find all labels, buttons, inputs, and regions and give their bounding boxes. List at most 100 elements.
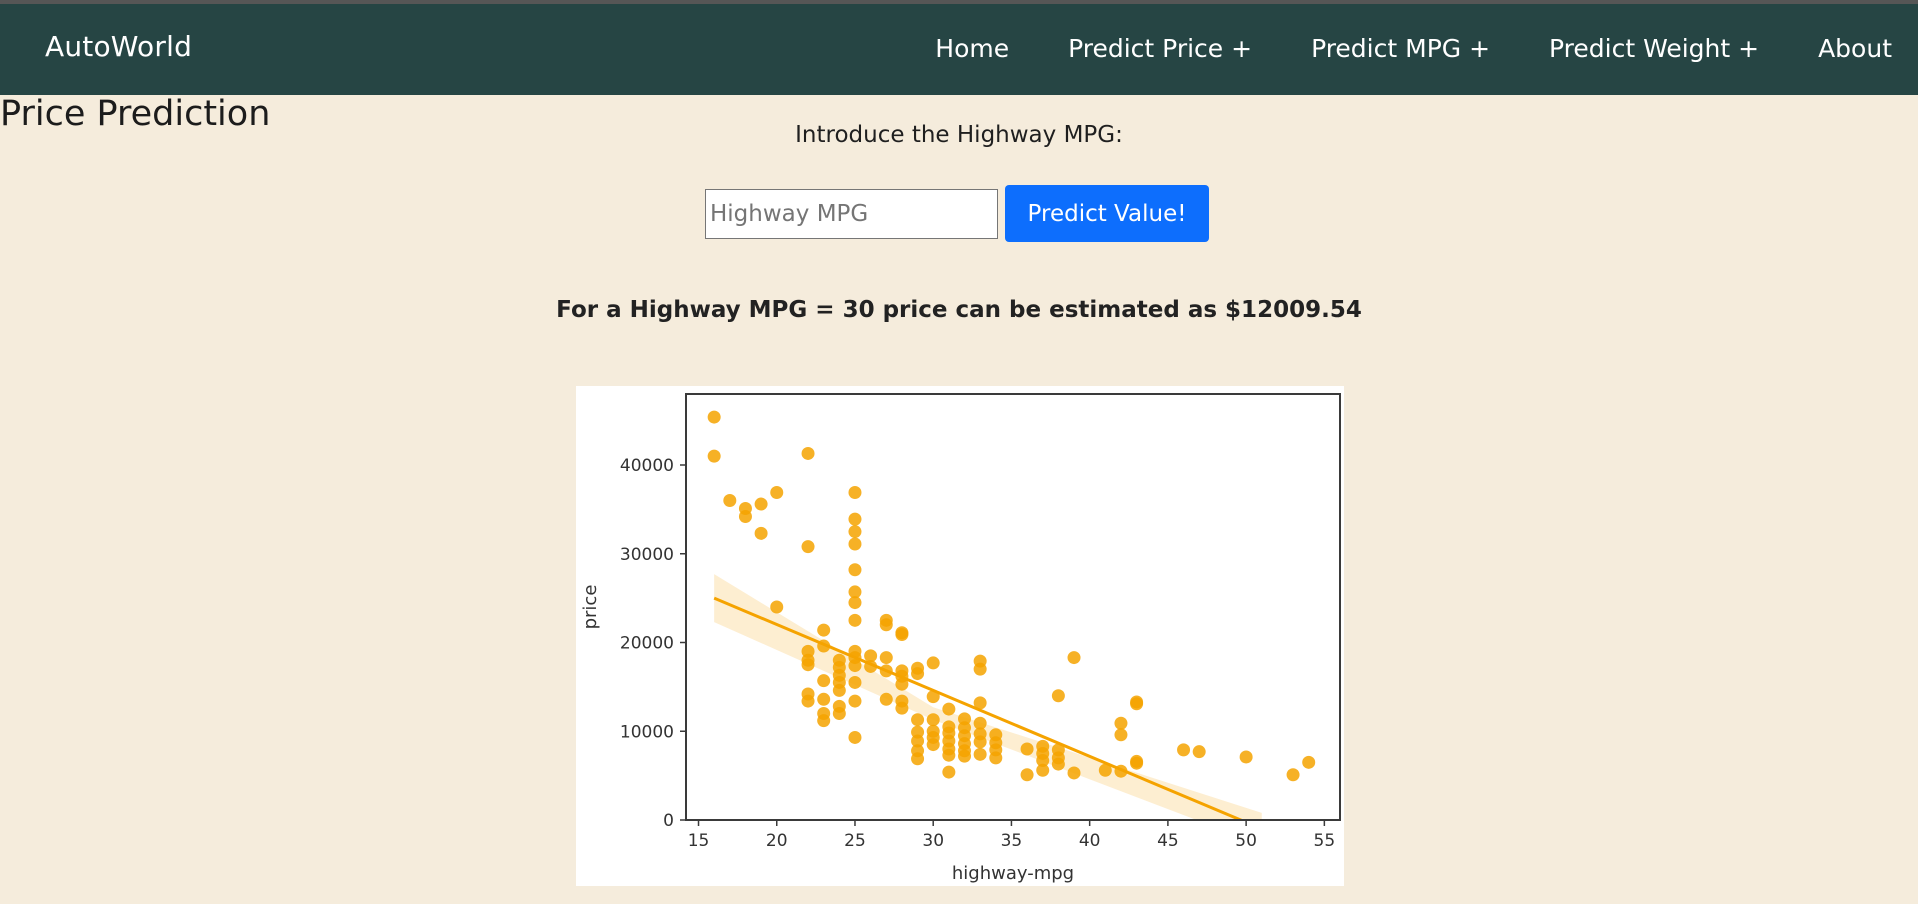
y-tick-label: 30000 (620, 545, 674, 565)
data-point (848, 537, 862, 551)
plot-frame (685, 393, 1341, 821)
data-point (942, 765, 956, 779)
data-point (1130, 756, 1144, 770)
data-point (1239, 750, 1253, 764)
nav-item-home[interactable]: Home (935, 34, 1010, 63)
predict-value-button[interactable]: Predict Value! (1005, 185, 1209, 242)
x-tick-label: 35 (1001, 831, 1023, 851)
data-point (926, 738, 940, 752)
x-tick-label: 55 (1314, 831, 1336, 851)
data-point (848, 675, 862, 689)
chart-svg: 15 20 25 30 35 40 45 50 55 0 10000 20000 30000 40000 h… (580, 393, 1341, 884)
data-point (973, 696, 987, 710)
data-point (879, 692, 893, 706)
data-point (817, 714, 831, 728)
data-point (895, 701, 909, 715)
y-tick-label: 0 (663, 811, 674, 831)
data-point (817, 674, 831, 688)
data-point (832, 683, 846, 697)
prediction-form: Predict Value! (705, 185, 1209, 242)
nav-menu: Home Predict Price + Predict MPG + Predi… (935, 34, 1892, 63)
data-point (848, 613, 862, 627)
regression-line (713, 596, 1245, 820)
data-point (989, 751, 1003, 765)
data-point (754, 526, 768, 540)
nav-item-about[interactable]: About (1818, 34, 1892, 63)
nav-item-predict-mpg[interactable]: Predict MPG + (1311, 34, 1491, 63)
data-point (817, 623, 831, 637)
data-point (1130, 697, 1144, 711)
data-point (1098, 763, 1112, 777)
data-point (770, 486, 784, 500)
data-point (879, 651, 893, 665)
data-point (848, 659, 862, 673)
plot-area (707, 410, 1316, 820)
y-tick-label: 10000 (620, 722, 674, 742)
data-point (707, 410, 721, 424)
data-point (911, 667, 925, 681)
brand-logo[interactable]: AutoWorld (45, 30, 193, 63)
nav-item-predict-weight[interactable]: Predict Weight + (1549, 34, 1760, 63)
data-point (973, 662, 987, 676)
data-point (707, 449, 721, 463)
data-point (1067, 651, 1081, 665)
data-point (1051, 689, 1065, 703)
data-point (723, 494, 737, 507)
data-point (848, 486, 862, 500)
data-point (973, 747, 987, 761)
y-tick-label: 40000 (620, 456, 674, 476)
data-point (926, 713, 940, 727)
data-point (879, 618, 893, 632)
data-point (832, 707, 846, 720)
data-point (926, 656, 940, 670)
data-point (754, 497, 768, 511)
page-title: Price Prediction (0, 94, 271, 134)
x-tick-label: 20 (766, 831, 788, 851)
data-point (801, 446, 815, 460)
x-axis-label: highway-mpg (952, 863, 1074, 884)
nav-item-predict-price[interactable]: Predict Price + (1068, 34, 1253, 63)
data-point (1192, 745, 1206, 759)
data-point (911, 713, 925, 727)
x-tick-label: 15 (688, 831, 710, 851)
data-point (1114, 716, 1128, 730)
data-point (1020, 768, 1034, 782)
data-point (1302, 755, 1316, 769)
data-point (957, 749, 971, 763)
y-tick-label: 20000 (620, 634, 674, 654)
data-point (864, 649, 878, 663)
data-point (942, 702, 956, 716)
x-tick-label: 50 (1235, 831, 1257, 851)
data-point (1067, 766, 1081, 780)
price-vs-mpg-chart: 15 20 25 30 35 40 45 50 55 0 10000 20000 30000 40000 h… (576, 386, 1344, 886)
data-point (801, 694, 815, 708)
y-axis-label: price (580, 585, 601, 630)
data-point (911, 752, 925, 766)
data-point (848, 563, 862, 577)
data-point (973, 716, 987, 730)
data-point (1177, 743, 1191, 757)
x-tick-label: 40 (1079, 831, 1101, 851)
x-tick-label: 25 (844, 831, 866, 851)
data-point (770, 600, 784, 614)
data-point (911, 734, 925, 748)
data-point (848, 730, 862, 744)
data-point (848, 694, 862, 708)
highway-mpg-input[interactable] (705, 188, 998, 239)
data-point (848, 525, 862, 539)
data-point (1020, 742, 1034, 756)
data-point (848, 596, 862, 610)
data-point (848, 585, 862, 599)
data-point (1051, 757, 1065, 771)
data-point (801, 540, 815, 554)
data-point (801, 658, 815, 672)
confidence-band (714, 574, 1262, 820)
data-point (738, 509, 752, 523)
window-top-border (0, 0, 1918, 4)
data-point (895, 628, 909, 642)
data-point (1114, 728, 1128, 742)
data-point (895, 677, 909, 691)
data-point (1036, 754, 1050, 768)
navbar: AutoWorld Home Predict Price + Predict M… (0, 4, 1918, 95)
prediction-result: For a Highway MPG = 30 price can be esti… (556, 297, 1362, 323)
